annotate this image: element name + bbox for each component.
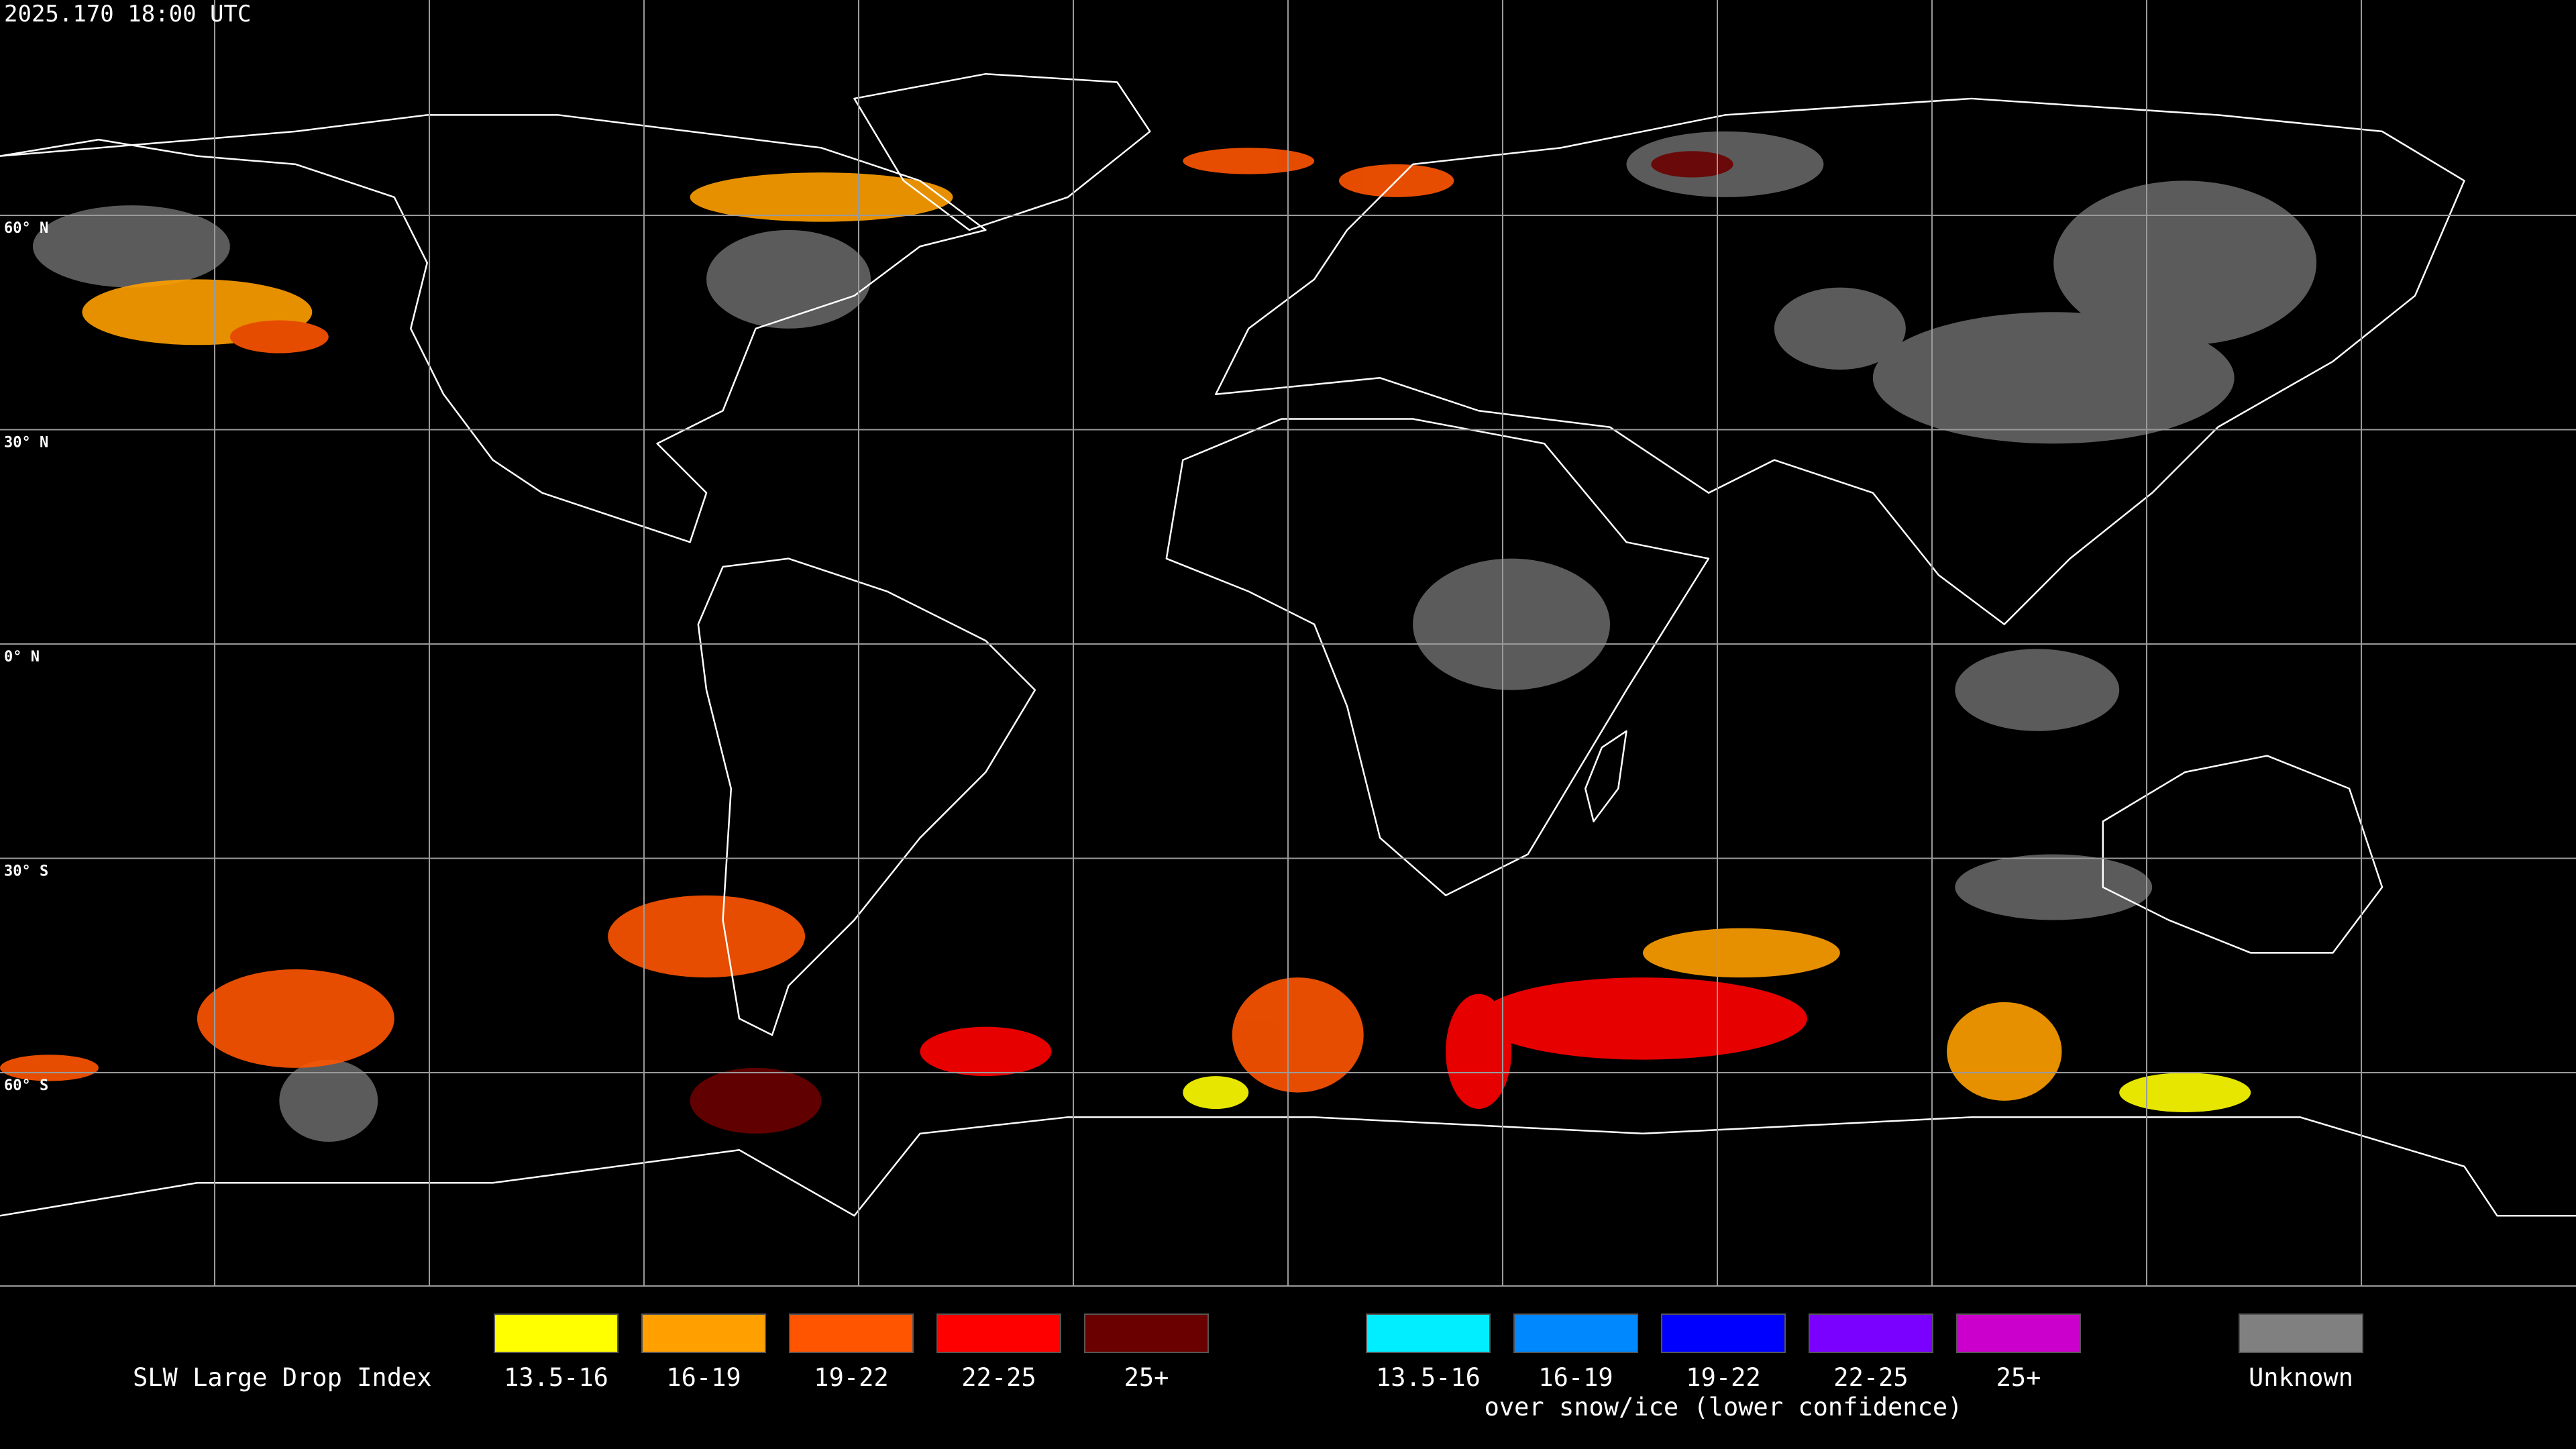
legend-title: SLW Large Drop Index [133,1363,432,1392]
graticule: 60° N 30° N 0° N 30° S 60° S [0,0,2576,1285]
latitude-label: 60° S [4,1077,48,1094]
legend-label: 16-19 [1538,1363,1613,1392]
legend-label: Unknown [2249,1363,2353,1392]
legend-label: 22-25 [961,1363,1036,1392]
legend-label: 22-25 [1833,1363,1908,1392]
legend-swatch [641,1313,766,1353]
latitude-label: 60° N [4,220,48,237]
legend-swatch [494,1313,619,1353]
legend: SLW Large Drop Index 13.5-16 16-19 19-22 22-… [133,1313,2363,1421]
timestamp: 2025.170 18:00 UTC [4,1,251,28]
latitude-label: 30° S [4,863,48,880]
latitude-label: 0° N [4,649,40,665]
legend-swatch [936,1313,1061,1353]
legend-swatch [1513,1313,1638,1353]
legend-swatch [1956,1313,2081,1353]
legend-swatch [789,1313,914,1353]
legend-label: 13.5-16 [1376,1363,1481,1392]
legend-swatch [2239,1313,2363,1353]
coastlines [0,74,2576,1216]
legend-label: 16-19 [666,1363,741,1392]
legend-label: 13.5-16 [504,1363,608,1392]
legend-label: 19-22 [1686,1363,1760,1392]
legend-swatch [1366,1313,1491,1353]
map-border [0,1285,2576,1287]
latitude-label: 30° N [4,435,48,451]
legend-swatch [1809,1313,1933,1353]
legend-label: 25+ [1996,1363,2041,1392]
legend-swatch [1661,1313,1786,1353]
legend-label: 25+ [1124,1363,1169,1392]
legend-swatch [1084,1313,1209,1353]
legend-note: over snow/ice (lower confidence) [1485,1393,1963,1421]
legend-label: 19-22 [814,1363,888,1392]
